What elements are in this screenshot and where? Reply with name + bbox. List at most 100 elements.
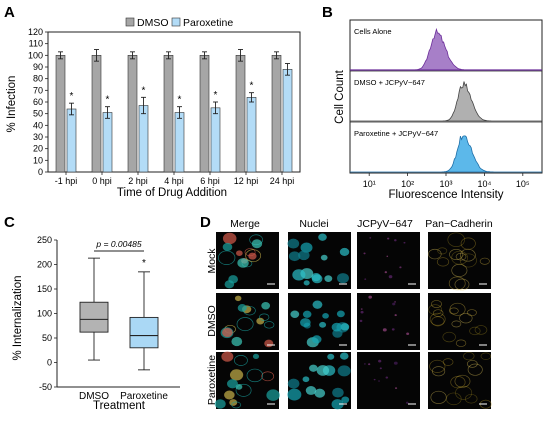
d-tile-background bbox=[428, 232, 491, 289]
a-ytick-label: 90 bbox=[33, 62, 43, 72]
legend-swatch-paroxetine bbox=[171, 17, 181, 27]
d-cell-blob bbox=[363, 363, 366, 365]
panel-label-c: C bbox=[4, 214, 15, 231]
d-cell-blob bbox=[406, 332, 410, 336]
d-cell-outline bbox=[442, 358, 454, 366]
d-cell-blob bbox=[256, 317, 265, 325]
d-tile-background bbox=[357, 293, 420, 350]
d-cell-blob bbox=[222, 232, 237, 245]
legend-label-dmso: DMSO bbox=[137, 17, 169, 29]
a-significance-star: * bbox=[142, 85, 146, 96]
panel-label-a: A bbox=[4, 4, 15, 21]
b-track-label-paroxetine: Paroxetine + JCPyV−647 bbox=[354, 129, 438, 138]
c-significance-star: * bbox=[142, 258, 146, 269]
a-xtick-label: 12 hpi bbox=[234, 176, 259, 186]
d-cell-blob bbox=[373, 378, 376, 381]
d-cell-outline bbox=[455, 339, 467, 347]
a-bar-paroxetine bbox=[174, 112, 185, 173]
d-cell-outline bbox=[245, 249, 262, 263]
d-cell-blob bbox=[394, 314, 397, 317]
d-cell-outline bbox=[428, 248, 442, 260]
a-significance-star: * bbox=[106, 95, 110, 106]
d-tile-mock-2 bbox=[357, 232, 420, 289]
d-cell-outline bbox=[451, 263, 468, 277]
a-significance-star: * bbox=[178, 95, 182, 106]
a-xtick-label: 4 hpi bbox=[164, 176, 184, 186]
d-cell-blob bbox=[287, 378, 300, 389]
d-cell-outline bbox=[449, 307, 459, 315]
d-cell-blob bbox=[322, 312, 329, 319]
c-ytick-label: 200 bbox=[37, 260, 52, 270]
a-bar-dmso bbox=[91, 55, 102, 173]
d-cell-outline bbox=[474, 325, 488, 335]
d-cell-blob bbox=[331, 399, 344, 410]
d-cell-blob bbox=[405, 401, 409, 404]
d-cell-blob bbox=[314, 388, 326, 398]
d-row-paroxetine: Paroxetine bbox=[206, 355, 218, 405]
d-cell-outline bbox=[459, 253, 477, 268]
d-cell-outline bbox=[447, 232, 465, 247]
d-cell-outline bbox=[454, 374, 471, 388]
b-xtick-label: 10² bbox=[401, 179, 414, 189]
d-cell-blob bbox=[394, 301, 396, 303]
d-cell-blob bbox=[290, 310, 300, 318]
d-cell-blob bbox=[341, 396, 350, 404]
a-bar-paroxetine bbox=[210, 107, 221, 173]
d-cell-blob bbox=[227, 379, 238, 389]
d-cell-outline bbox=[455, 385, 473, 400]
d-cell-blob bbox=[234, 295, 242, 302]
d-cell-outline bbox=[442, 331, 456, 343]
d-tile-mock-3 bbox=[428, 232, 491, 291]
d-col-merge: Merge bbox=[230, 218, 260, 230]
d-cell-blob bbox=[316, 365, 330, 376]
a-ytick-label: 20 bbox=[33, 144, 43, 154]
a-xtick-label: 0 hpi bbox=[92, 176, 112, 186]
d-cell-blob bbox=[340, 323, 350, 331]
d-cell-outline bbox=[429, 312, 446, 326]
d-cell-blob bbox=[252, 353, 260, 359]
d-cell-blob bbox=[382, 328, 387, 332]
d-cell-outline bbox=[460, 248, 476, 262]
a-xtick-label: 24 hpi bbox=[270, 176, 295, 186]
d-cell-outline bbox=[429, 359, 446, 373]
c-ytick-label: 250 bbox=[37, 235, 52, 245]
d-cell-blob bbox=[303, 280, 310, 286]
c-axis-group: -50 0 50 100 150 200 250 DMSO Paroxetine bbox=[37, 235, 180, 402]
d-cell-blob bbox=[261, 302, 271, 310]
b-hist-dmso bbox=[350, 81, 542, 122]
a-ytick-label: 50 bbox=[33, 109, 43, 119]
b-xlabel: Fluorescence Intensity bbox=[388, 189, 503, 201]
a-ytick-label: 40 bbox=[33, 120, 43, 130]
d-cell-outline bbox=[258, 313, 270, 321]
d-tile-mock-1 bbox=[287, 232, 351, 289]
d-cell-outline bbox=[243, 305, 256, 316]
d-cell-outline bbox=[449, 302, 466, 316]
d-cell-blob bbox=[385, 376, 389, 379]
d-cell-blob bbox=[331, 322, 342, 332]
d-cell-outline bbox=[236, 317, 254, 332]
a-xtick-label: 2 hpi bbox=[128, 176, 148, 186]
a-bars-group: * * * * * * bbox=[55, 49, 293, 173]
d-cell-blob bbox=[287, 388, 302, 401]
d-cell-outline bbox=[430, 390, 447, 404]
d-cell-blob bbox=[392, 302, 396, 306]
d-tiles-group bbox=[214, 232, 492, 410]
a-ytick-label: 100 bbox=[28, 50, 43, 60]
d-cell-outline bbox=[235, 383, 252, 397]
d-tile-paroxetine-3 bbox=[428, 351, 492, 409]
a-bar-dmso bbox=[55, 55, 66, 173]
d-cell-blob bbox=[332, 387, 344, 398]
a-bar-paroxetine bbox=[138, 105, 149, 173]
d-cell-outline bbox=[464, 393, 478, 404]
d-cell-outline bbox=[233, 355, 248, 366]
a-xtick-label: -1 hpi bbox=[55, 176, 78, 186]
d-cell-blob bbox=[222, 327, 233, 338]
d-tile-paroxetine-2 bbox=[357, 352, 420, 409]
a-ytick-label: 80 bbox=[33, 74, 43, 84]
d-cell-outline bbox=[448, 276, 466, 291]
d-cell-blob bbox=[395, 387, 398, 389]
d-cell-blob bbox=[224, 390, 235, 400]
d-cell-blob bbox=[332, 329, 343, 338]
a-bar-dmso bbox=[127, 55, 138, 173]
d-cell-outline bbox=[466, 309, 477, 317]
